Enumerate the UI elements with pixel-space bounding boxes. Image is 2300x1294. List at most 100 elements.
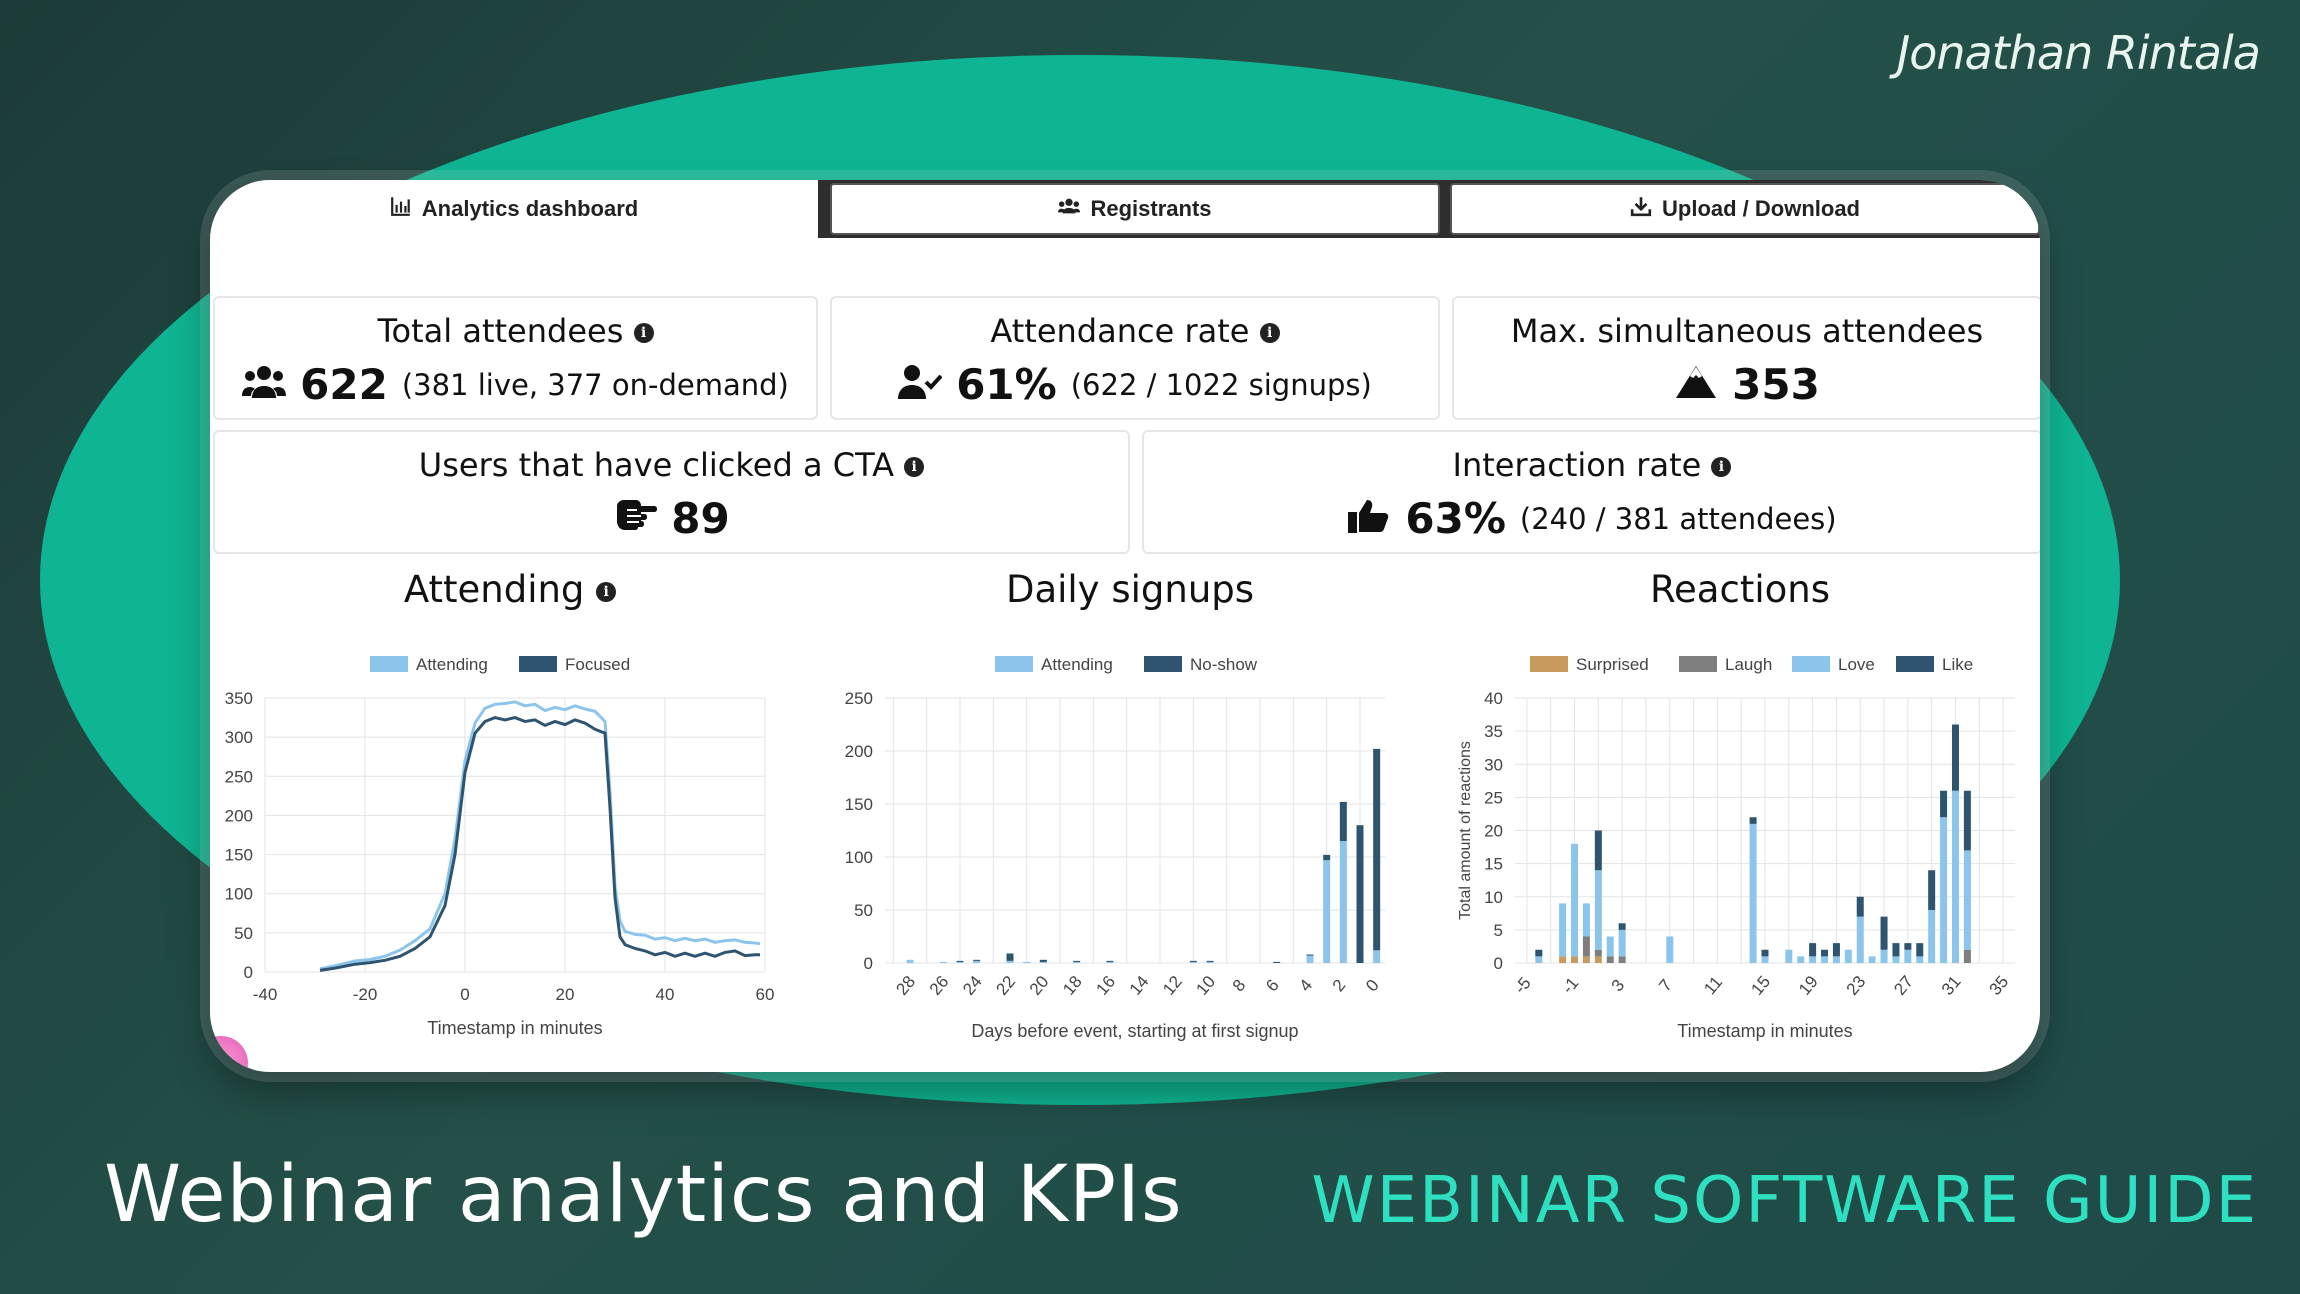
legend-label: Focused <box>565 655 630 674</box>
bar-love <box>1594 870 1602 950</box>
tab-upload-download[interactable]: Upload / Download <box>1450 183 2040 235</box>
y-tick-label: 200 <box>225 806 253 825</box>
x-tick-label: 27 <box>1890 972 1917 999</box>
x-tick-label: 2 <box>1329 976 1350 995</box>
bar-love <box>1868 956 1876 963</box>
legend-label: No-show <box>1190 655 1258 674</box>
x-tick-label: 11 <box>1700 973 1726 999</box>
caption-title: Webinar analytics and KPIs <box>104 1150 1183 1240</box>
legend-label: Attending <box>416 655 488 674</box>
bar-laugh <box>1963 949 1971 963</box>
bar-surprised <box>1559 956 1567 963</box>
info-icon[interactable]: i <box>633 323 654 343</box>
bar-love <box>1809 956 1817 963</box>
kpi-detail: (622 / 1022 signups) <box>1070 367 1372 402</box>
bar-attending <box>1323 860 1331 963</box>
x-axis-label: Timestamp in minutes <box>427 1018 602 1038</box>
x-axis-label: Timestamp in minutes <box>1677 1021 1852 1041</box>
x-tick-label: 31 <box>1938 972 1965 999</box>
tab-label: Upload / Download <box>1662 196 1860 221</box>
bar-attending <box>1023 961 1031 963</box>
y-tick-label: 5 <box>1494 921 1503 940</box>
x-tick-label: 8 <box>1229 976 1250 995</box>
kpi-title: Attendance rate <box>990 312 1250 350</box>
x-tick-label: 28 <box>892 972 919 999</box>
kpi-interaction-rate: Interaction rate i 63% (240 / 381 attend… <box>1142 430 2040 554</box>
bar-love <box>1832 956 1840 963</box>
x-tick-label: -40 <box>253 985 278 1004</box>
chart-title: Daily signups <box>1005 568 1255 611</box>
x-tick-label: 10 <box>1192 972 1219 999</box>
bar-love <box>1904 949 1912 963</box>
legend-label: Like <box>1942 655 1973 674</box>
bar-like <box>1809 943 1817 957</box>
bar-like <box>1940 790 1948 818</box>
dashboard-card: Analytics dashboard Registrants Upload /… <box>210 180 2040 1072</box>
download-icon <box>1630 195 1652 223</box>
x-tick-label: 35 <box>1986 972 2013 999</box>
bar-no-show <box>1073 960 1081 962</box>
bar-attending <box>1206 961 1214 963</box>
bar-like <box>1916 943 1924 957</box>
tab-analytics-dashboard[interactable]: Analytics dashboard <box>210 180 818 238</box>
user-check-icon <box>898 362 943 407</box>
legend-swatch <box>519 656 557 672</box>
kpi-total-attendees: Total attendees i 622 (381 live, 377 on-… <box>213 296 818 420</box>
tab-label: Registrants <box>1090 196 1212 221</box>
y-tick-label: 10 <box>1484 888 1503 907</box>
bar-surprised <box>1571 956 1579 963</box>
bar-laugh <box>1594 949 1602 957</box>
bar-like <box>1880 916 1888 950</box>
bar-attending <box>1106 961 1114 963</box>
y-tick-label: 0 <box>864 954 873 973</box>
x-tick-label: 3 <box>1608 976 1629 995</box>
y-tick-label: 250 <box>225 767 253 786</box>
info-icon[interactable]: i <box>596 581 617 602</box>
bar-love <box>1844 949 1852 963</box>
x-tick-label: 0 <box>1362 976 1383 995</box>
bar-attending <box>1339 841 1347 963</box>
bar-like <box>1594 830 1602 871</box>
info-icon[interactable]: i <box>1259 323 1280 343</box>
info-icon[interactable]: i <box>1711 457 1732 477</box>
y-tick-label: 100 <box>845 848 873 867</box>
y-tick-label: 40 <box>1484 689 1503 708</box>
reactions-bar-chart: Surprised Laugh Love Like 0 5 10 15 20 25 30 35 40 -5… <box>1457 655 2015 1041</box>
bar-no-show <box>973 959 981 961</box>
legend-label: Laugh <box>1725 655 1772 674</box>
bar-attending <box>1006 960 1014 963</box>
bar-no-show <box>1356 825 1364 963</box>
y-tick-label: 15 <box>1484 855 1503 874</box>
x-tick-label: 24 <box>959 972 986 999</box>
bar-love <box>1856 916 1864 963</box>
x-tick-label: -20 <box>353 985 378 1004</box>
legend-swatch <box>995 656 1033 672</box>
x-tick-label: 7 <box>1655 976 1676 995</box>
info-icon[interactable]: i <box>904 457 925 477</box>
author-signature: Jonathan Rintala <box>1896 26 2261 80</box>
x-tick-label: 23 <box>1843 972 1870 999</box>
y-tick-label: 350 <box>225 689 253 708</box>
chart-reactions: Reactions Surprised Laugh Love Like 0 5 10 15 20… <box>1440 568 2040 1068</box>
bar-laugh <box>1606 956 1614 963</box>
kpi-title: Users that have clicked a CTA <box>418 446 895 484</box>
y-axis-label: Total amount of reactions <box>1457 741 1474 920</box>
kpi-title: Total attendees <box>377 312 624 350</box>
bar-like <box>1928 870 1936 910</box>
bar-attending <box>1039 961 1047 963</box>
bar-like <box>1535 949 1543 957</box>
y-tick-label: 0 <box>1494 954 1503 973</box>
bar-love <box>1880 949 1888 963</box>
kpi-value: 61% <box>956 360 1057 409</box>
kpi-value: 89 <box>671 494 730 543</box>
bar-love <box>1535 956 1543 963</box>
chart-title: Reactions <box>1650 568 1830 611</box>
legend-swatch <box>1896 656 1934 672</box>
series-line-focused <box>319 716 760 972</box>
chart-title-text: Attending <box>403 568 585 611</box>
tab-registrants[interactable]: Registrants <box>830 183 1440 235</box>
bar-love <box>1940 817 1948 963</box>
bar-love <box>1821 956 1829 963</box>
legend-swatch <box>1679 656 1717 672</box>
